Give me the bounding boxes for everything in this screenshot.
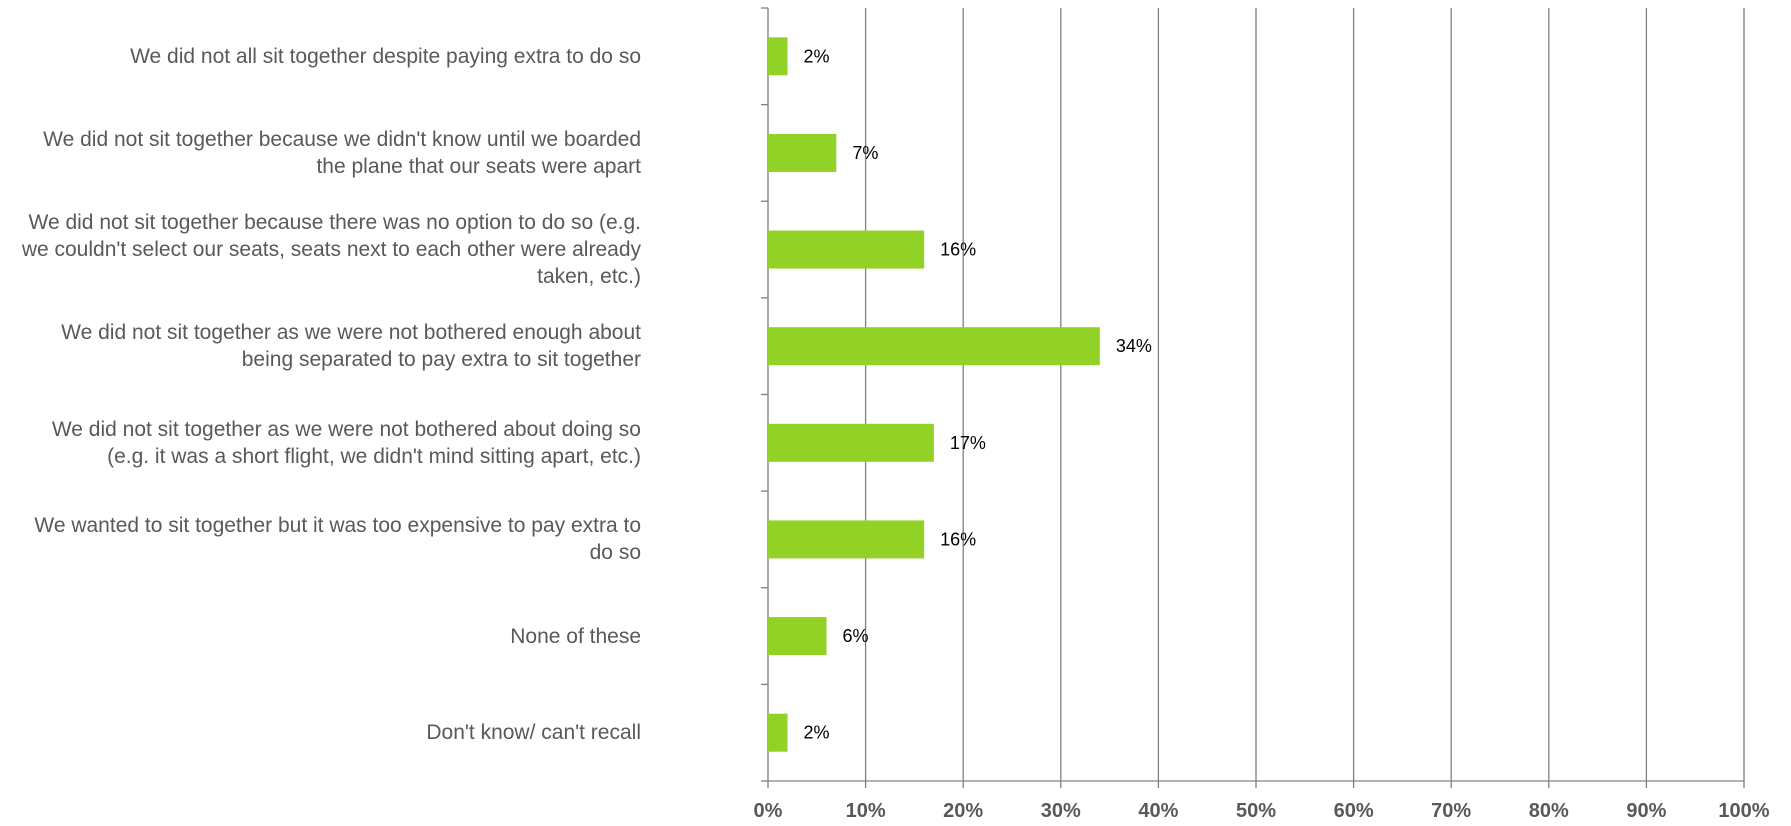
category-label: We wanted to sit together but it was too… [0, 491, 641, 587]
category-label: We did not sit together as we were not b… [0, 298, 641, 394]
category-label: We did not all sit together despite payi… [0, 8, 641, 104]
bar [768, 520, 925, 559]
x-tick-label: 10% [846, 800, 886, 822]
data-label: 2% [804, 46, 830, 66]
data-label: 6% [843, 626, 869, 646]
category-label-line: We did not sit together because we didn'… [43, 127, 641, 151]
category-label-line: We did not all sit together despite payi… [130, 44, 641, 68]
category-label-line: We did not sit together as we were not b… [61, 321, 641, 345]
category-label: We did not sit together as we were not b… [0, 395, 641, 491]
bar [768, 327, 1100, 366]
data-label: 7% [852, 143, 878, 163]
data-label: 16% [940, 529, 976, 549]
x-tick-label: 20% [943, 800, 983, 822]
category-label-line: We did not sit together because there wa… [28, 211, 642, 235]
data-label: 2% [804, 723, 830, 743]
category-label-line: do so [589, 541, 641, 565]
category-label: We did not sit together because there wa… [0, 202, 641, 298]
category-label-line: None of these [510, 624, 641, 648]
x-tick-label: 40% [1138, 800, 1178, 822]
x-tick-label: 100% [1718, 800, 1769, 822]
bar [768, 617, 827, 656]
category-label-line: taken, etc.) [537, 265, 641, 289]
x-tick-label: 0% [754, 800, 783, 822]
data-label: 34% [1116, 336, 1152, 356]
bar [768, 37, 788, 76]
category-label-line: being separated to pay extra to sit toge… [241, 348, 641, 372]
x-tick-label: 80% [1529, 800, 1569, 822]
bar [768, 713, 788, 752]
category-label: We did not sit together because we didn'… [0, 105, 641, 201]
category-label-line: Don't know/ can't recall [426, 721, 641, 745]
x-tick-label: 90% [1626, 800, 1666, 822]
x-tick-label: 70% [1431, 800, 1471, 822]
data-label: 17% [950, 433, 986, 453]
x-tick-label: 50% [1236, 800, 1276, 822]
x-tick-label: 30% [1041, 800, 1081, 822]
bar [768, 230, 925, 269]
x-tick-label: 60% [1334, 800, 1374, 822]
category-label-line: We did not sit together as we were not b… [51, 417, 641, 441]
category-label-line: the plane that our seats were apart [316, 154, 641, 178]
category-label: None of these [0, 588, 641, 684]
category-label: Don't know/ can't recall [0, 685, 641, 781]
bar [768, 133, 837, 172]
category-label-line: We wanted to sit together but it was too… [34, 514, 641, 538]
bar [768, 423, 934, 462]
category-label-line: (e.g. it was a short flight, we didn't m… [107, 444, 641, 468]
category-label-line: we couldn't select our seats, seats next… [21, 238, 641, 262]
data-label: 16% [940, 240, 976, 260]
